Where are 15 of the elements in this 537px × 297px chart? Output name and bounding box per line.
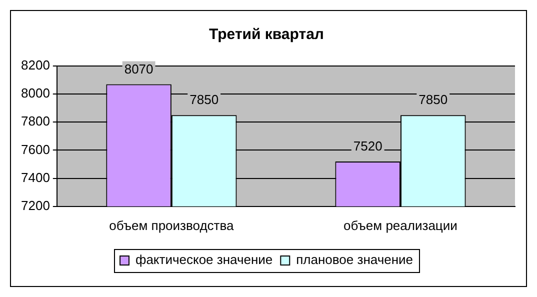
x-tick-label: объем производства: [109, 218, 235, 233]
y-tick-label: 7400: [21, 170, 50, 185]
y-tick-label: 8200: [21, 58, 50, 73]
data-label: 8070: [124, 61, 154, 76]
y-tick-label: 7800: [21, 114, 50, 129]
legend-label: плановое значение: [296, 252, 414, 268]
data-label: 7850: [190, 92, 219, 108]
legend-label: фактическое значение: [136, 252, 273, 268]
chart-title: Третий квартал: [209, 26, 324, 44]
y-tick-label: 8000: [21, 86, 50, 101]
x-tick-label: объем реализации: [344, 218, 458, 233]
y-tick-label: 7200: [21, 198, 50, 213]
data-label: 7520: [353, 138, 382, 154]
data-label: 7850: [418, 92, 448, 108]
y-tick-label: 7600: [21, 142, 50, 157]
